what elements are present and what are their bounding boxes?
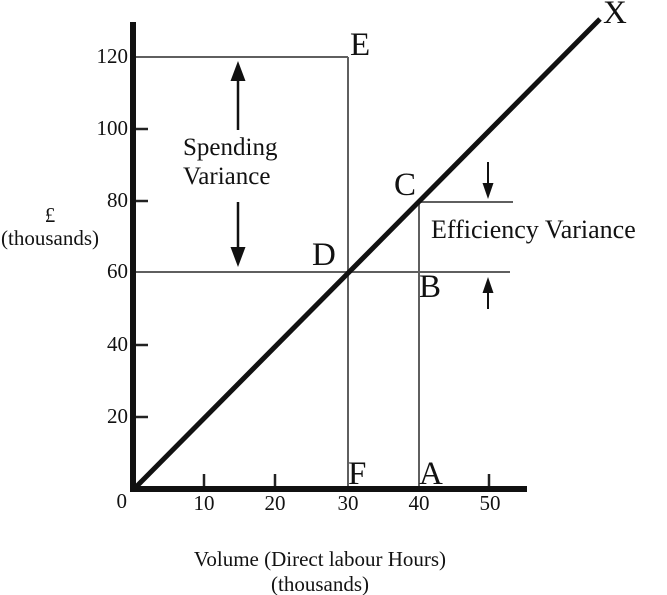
- y-tick-label-80: 80: [107, 188, 128, 212]
- spending-variance-up-arrow-icon: [230, 61, 246, 81]
- x-tick-label-10: 10: [193, 491, 215, 515]
- origin-label: 0: [116, 489, 128, 513]
- point-label-B: B: [419, 269, 442, 305]
- point-label-C: C: [394, 167, 417, 203]
- point-label-D: D: [312, 237, 336, 273]
- efficiency-variance-label: Efficiency Variance: [431, 215, 636, 244]
- x-axis-title-line2: (thousands): [271, 572, 369, 595]
- x-tick-label-20: 20: [264, 491, 286, 515]
- y-axis-title-line2: (thousands): [1, 226, 99, 250]
- x-tick-label-40: 40: [408, 491, 430, 515]
- x-tick-label-50: 50: [479, 491, 501, 515]
- point-label-F: F: [348, 456, 367, 492]
- y-tick-label-40: 40: [107, 332, 128, 356]
- y-tick-label-120: 120: [96, 44, 129, 68]
- point-label-X: X: [603, 0, 627, 31]
- x-axis-title: Volume (Direct labour Hours) (thousands): [125, 547, 515, 595]
- x-tick-label-30: 30: [337, 491, 359, 515]
- spending-variance-down-arrow-icon: [230, 247, 246, 267]
- y-axis-title: £ (thousands): [0, 204, 102, 250]
- point-label-E: E: [350, 27, 371, 63]
- point-label-A: A: [419, 456, 443, 492]
- efficiency-variance-up-arrow-icon: [482, 277, 494, 293]
- efficiency-variance-down-arrow-icon: [482, 183, 494, 199]
- y-tick-label-100: 100: [96, 116, 129, 140]
- y-tick-label-60: 60: [107, 259, 128, 283]
- spending-variance-label: Spending Variance: [183, 134, 278, 190]
- y-tick-label-20: 20: [107, 404, 128, 428]
- y-axis-title-line1: £: [44, 203, 56, 227]
- x-axis-title-line1: Volume (Direct labour Hours): [193, 547, 447, 571]
- cost-line-X: [131, 17, 602, 492]
